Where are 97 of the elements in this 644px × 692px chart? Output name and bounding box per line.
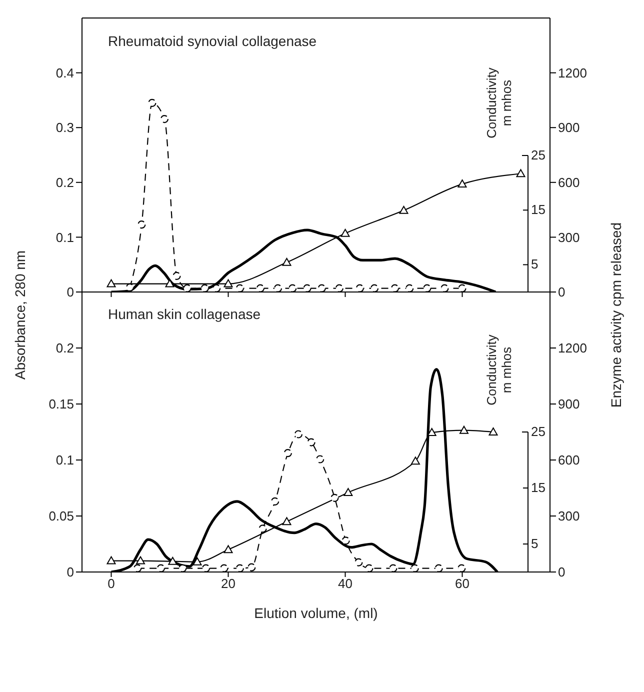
y2-tick-label: 0 [558, 564, 566, 580]
y2-tick-label: 300 [558, 508, 580, 524]
point [284, 449, 292, 458]
point [274, 284, 282, 292]
point [134, 564, 142, 572]
point [138, 220, 146, 229]
point [458, 284, 466, 292]
y2-axis-title: Enzyme activity cpm released [608, 222, 624, 408]
point [220, 564, 228, 572]
point [236, 284, 244, 292]
y-tick-label: 0.15 [48, 396, 74, 412]
point [460, 426, 469, 434]
y2-tick-label: 600 [558, 175, 580, 190]
y-tick-label: 0 [66, 564, 74, 580]
point [294, 430, 302, 438]
y2-tick-label: 1200 [558, 65, 587, 80]
x-tick-label: 60 [455, 576, 470, 592]
y-tick-label: 0.2 [56, 175, 74, 190]
point [307, 438, 316, 446]
point [106, 556, 116, 564]
point [224, 545, 233, 554]
point [458, 180, 467, 188]
y3-tick-label: 5 [531, 256, 538, 272]
point [136, 556, 145, 564]
y-tick-label: 0.4 [56, 65, 74, 80]
point [282, 517, 292, 526]
point [200, 284, 209, 292]
point [256, 284, 264, 292]
point [236, 564, 244, 572]
point [183, 284, 192, 292]
point [365, 564, 374, 572]
y-tick-label: 0.1 [56, 230, 74, 245]
y-tick-label: 0.05 [48, 508, 74, 524]
x-axis-title: Elution volume, (ml) [254, 605, 378, 621]
y-tick-label: 0.3 [56, 120, 74, 136]
point [410, 564, 419, 572]
text: Human skin collagenase [108, 306, 261, 322]
point [406, 284, 414, 292]
y3-tick-label: 5 [531, 536, 538, 551]
point [126, 283, 134, 292]
point [148, 98, 156, 107]
y2-tick-label: 900 [558, 396, 580, 412]
point [458, 564, 466, 572]
point [192, 557, 202, 566]
y2-tick-label: 1200 [558, 340, 587, 356]
y3-tick-label: 25 [531, 148, 546, 162]
y-tick-label: 0.2 [56, 340, 74, 356]
point [330, 494, 339, 502]
y3-tick-label: 15 [531, 480, 546, 495]
y2-tick-label: 300 [558, 230, 580, 245]
point [303, 284, 312, 292]
point [344, 488, 353, 496]
point [178, 564, 187, 572]
point [172, 272, 181, 280]
point [160, 114, 169, 124]
point [516, 169, 526, 178]
point [248, 563, 256, 572]
point [390, 284, 400, 292]
point [318, 284, 326, 292]
point [356, 284, 364, 292]
y-tick-label: 0.1 [56, 452, 74, 468]
point [224, 279, 233, 288]
x-tick-label: 20 [221, 576, 236, 592]
y3-tick-label: 15 [531, 202, 546, 218]
point [342, 536, 350, 545]
x-tick-label: 40 [338, 576, 352, 592]
point [434, 564, 443, 572]
point [423, 284, 432, 292]
point [488, 428, 498, 436]
point [340, 228, 350, 237]
point [410, 456, 420, 465]
point [168, 556, 178, 565]
y3-axis-title: Conductivity m mhos [484, 66, 514, 140]
y2-tick-label: 600 [558, 452, 580, 468]
point [202, 564, 210, 572]
point [354, 558, 363, 566]
point [106, 279, 116, 288]
y2-tick-label: 0 [558, 284, 566, 300]
point [282, 258, 292, 266]
point [212, 284, 221, 292]
point [335, 284, 344, 292]
point [156, 564, 166, 572]
y3-axis-title: Conductivity m mhos [484, 334, 514, 408]
point [258, 524, 267, 533]
point [370, 284, 379, 292]
y2-tick-label: 900 [558, 120, 580, 136]
x-tick-label: 0 [108, 576, 115, 592]
point [440, 284, 449, 292]
y3-tick-label: 25 [531, 424, 546, 439]
point [271, 497, 280, 506]
point [399, 206, 408, 214]
y-axis-title: Absorbance, 280 nm [12, 250, 28, 380]
y-tick-label: 0 [66, 284, 74, 300]
point [389, 564, 398, 572]
text: Rheumatoid synovial collagenase [108, 33, 317, 49]
point [288, 284, 297, 292]
point [316, 455, 324, 464]
